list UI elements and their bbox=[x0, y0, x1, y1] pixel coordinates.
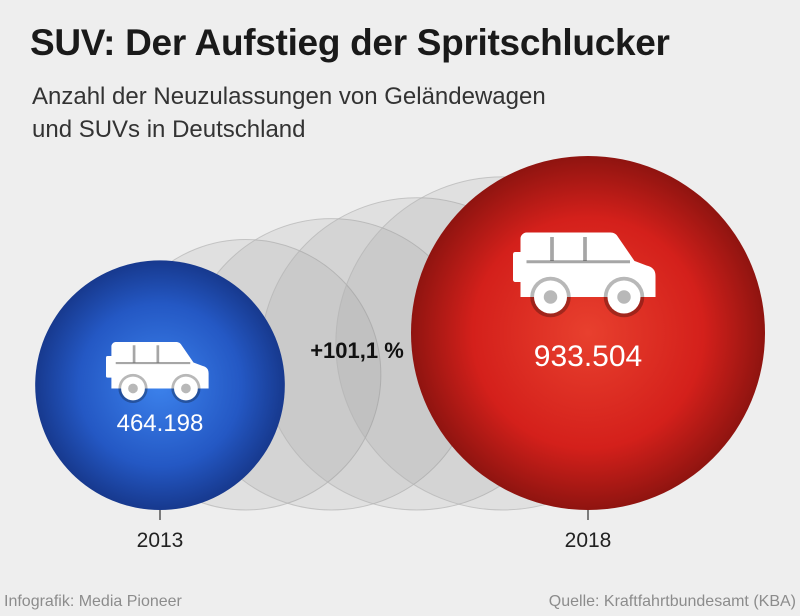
chart-subtitle: Anzahl der Neuzulassungen von Geländewag… bbox=[32, 80, 546, 146]
year-label-2018: 2018 bbox=[565, 529, 612, 552]
change-label: +101,1 % bbox=[310, 338, 404, 363]
value-label-2018: 933.504 bbox=[534, 340, 642, 373]
source-label: Quelle: Kraftfahrtbundesamt (KBA) bbox=[548, 593, 796, 610]
suv-icon bbox=[106, 342, 209, 404]
chart-title: SUV: Der Aufstieg der Spritschlucker bbox=[30, 22, 670, 63]
value-label-2013: 464.198 bbox=[117, 410, 204, 437]
subtitle-line-2: und SUVs in Deutschland bbox=[32, 116, 306, 143]
year-label-2013: 2013 bbox=[137, 529, 184, 552]
bubble-2018 bbox=[410, 155, 766, 510]
subtitle-line-1: Anzahl der Neuzulassungen von Geländewag… bbox=[32, 83, 546, 110]
suv-icon bbox=[513, 232, 656, 318]
credit-label: Infografik: Media Pioneer bbox=[4, 593, 182, 610]
